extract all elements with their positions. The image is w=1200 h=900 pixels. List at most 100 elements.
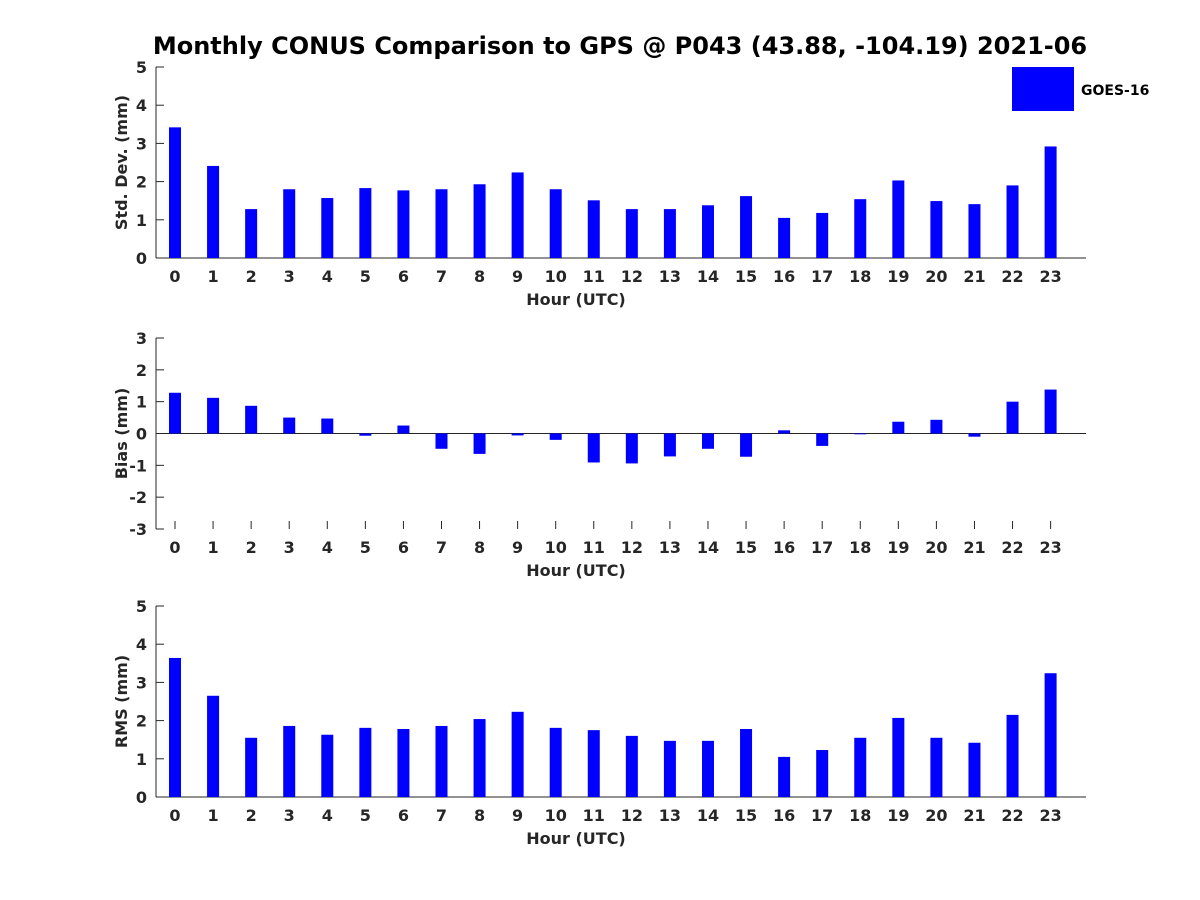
x-tick-label: 4 [322, 538, 333, 557]
x-tick-label: 17 [811, 806, 833, 825]
bar-hour-4 [321, 734, 334, 797]
x-tick-label: 0 [169, 538, 180, 557]
x-tick-label: 2 [246, 538, 257, 557]
bar-hour-20 [930, 419, 943, 434]
legend-label: GOES-16 [1081, 83, 1149, 99]
x-tick-label: 9 [512, 538, 523, 557]
bar-hour-23 [1044, 673, 1057, 797]
bar-hour-1 [207, 397, 220, 434]
x-tick-label: 5 [360, 806, 371, 825]
x-tick-label: 10 [545, 267, 567, 286]
bar-hour-13 [663, 433, 676, 457]
x-tick-label: 7 [436, 538, 447, 557]
x-tick-label: 0 [169, 806, 180, 825]
bar-hour-9 [511, 433, 524, 436]
bar-hour-6 [397, 729, 410, 797]
x-tick-label: 20 [925, 806, 947, 825]
x-tick-label: 18 [849, 267, 871, 286]
bar-hour-2 [245, 209, 258, 258]
x-tick-label: 8 [474, 806, 485, 825]
bar-hour-14 [701, 433, 714, 449]
bar-hour-6 [397, 190, 410, 258]
y-tick-label: 2 [136, 173, 147, 192]
bar-hour-21 [968, 204, 981, 258]
bar-hour-3 [283, 725, 296, 797]
x-tick-label: 21 [963, 806, 985, 825]
bar-hour-19 [892, 180, 905, 258]
bar-hour-15 [740, 729, 753, 797]
x-tick-label: 11 [583, 806, 605, 825]
y-tick-label: -1 [129, 456, 147, 475]
x-tick-label: 18 [849, 538, 871, 557]
bar-hour-9 [511, 711, 524, 797]
y-tick-label: 0 [136, 249, 147, 268]
bar-hour-20 [930, 737, 943, 797]
bar-hour-18 [854, 737, 867, 797]
y-axis-label: Std. Dev. (mm) [112, 95, 131, 230]
x-tick-label: 4 [322, 806, 333, 825]
x-tick-label: 13 [659, 267, 681, 286]
bar-hour-7 [435, 189, 448, 258]
bar-hour-10 [549, 727, 562, 797]
bar-hour-12 [625, 433, 638, 464]
y-tick-label: 4 [136, 96, 147, 115]
bar-hour-17 [816, 750, 829, 797]
bar-hour-4 [321, 418, 334, 434]
bar-hour-17 [816, 433, 829, 446]
bar-hour-22 [1006, 185, 1019, 258]
x-tick-label: 19 [887, 806, 909, 825]
bar-hour-13 [663, 740, 676, 797]
bar-hour-5 [359, 188, 372, 258]
y-tick-label: -3 [129, 520, 147, 539]
y-tick-label: 0 [136, 425, 147, 444]
bar-hour-22 [1006, 401, 1019, 434]
x-tick-label: 20 [925, 538, 947, 557]
x-tick-label: 10 [545, 538, 567, 557]
x-tick-label: 23 [1039, 267, 1061, 286]
bar-hour-6 [397, 425, 410, 434]
bar-hour-1 [207, 695, 220, 797]
x-tick-label: 12 [621, 806, 643, 825]
bar-hour-10 [549, 433, 562, 440]
x-tick-label: 12 [621, 538, 643, 557]
x-tick-label: 7 [436, 267, 447, 286]
x-tick-label: 8 [474, 267, 485, 286]
bar-hour-13 [663, 209, 676, 258]
x-tick-label: 1 [207, 806, 218, 825]
x-tick-label: 8 [474, 538, 485, 557]
x-tick-label: 17 [811, 538, 833, 557]
bar-hour-12 [625, 735, 638, 797]
x-tick-label: 1 [207, 267, 218, 286]
bar-hour-11 [587, 730, 600, 797]
bar-hour-11 [587, 433, 600, 463]
bar-hour-0 [169, 657, 181, 797]
x-tick-label: 11 [583, 538, 605, 557]
x-tick-label: 3 [284, 538, 295, 557]
y-tick-label: -2 [129, 488, 147, 507]
x-tick-label: 16 [773, 267, 795, 286]
x-tick-label: 19 [887, 267, 909, 286]
bar-hour-17 [816, 212, 829, 258]
x-tick-label: 3 [284, 267, 295, 286]
bar-hour-21 [968, 433, 981, 437]
x-tick-label: 15 [735, 538, 757, 557]
x-axis-label: Hour (UTC) [526, 561, 626, 580]
x-tick-label: 16 [773, 806, 795, 825]
bar-hour-16 [778, 756, 791, 797]
y-tick-label: 3 [136, 673, 147, 692]
x-tick-label: 15 [735, 806, 757, 825]
bar-hour-8 [473, 433, 486, 454]
bar-hour-20 [930, 201, 943, 258]
bar-hour-18 [854, 433, 867, 435]
y-tick-label: 4 [136, 635, 147, 654]
x-tick-label: 1 [207, 538, 218, 557]
bar-hour-21 [968, 742, 981, 797]
x-tick-label: 18 [849, 806, 871, 825]
bar-hour-2 [245, 405, 258, 434]
x-tick-label: 9 [512, 806, 523, 825]
bar-hour-5 [359, 727, 372, 797]
bar-hour-14 [701, 205, 714, 258]
